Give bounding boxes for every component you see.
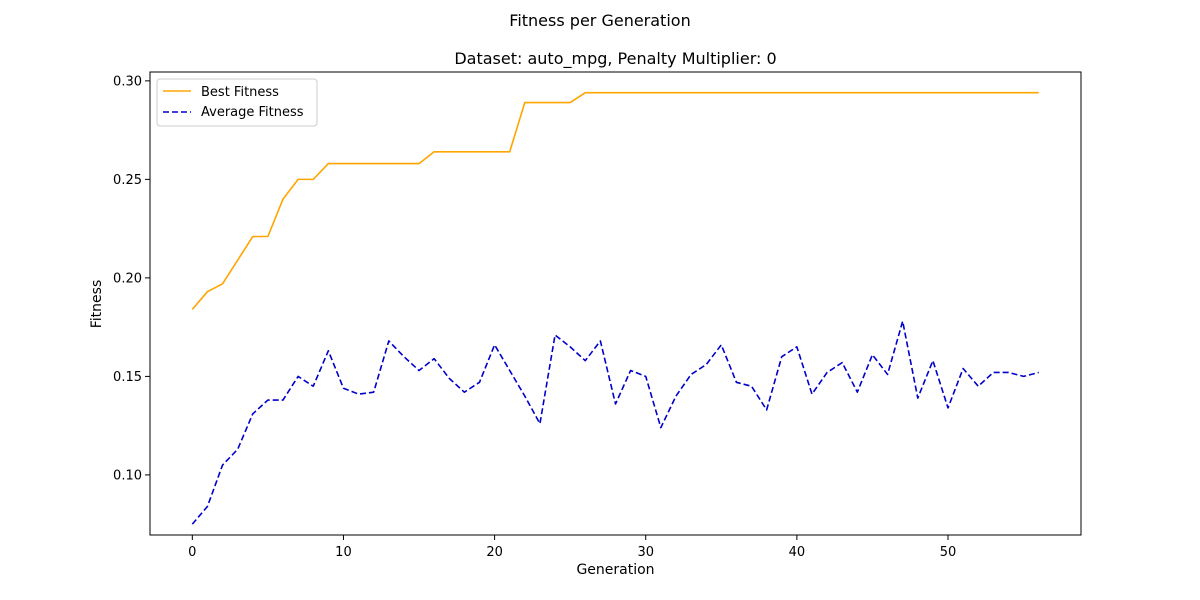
y-tick-label: 0.25	[113, 173, 142, 188]
series-lines	[191, 91, 1039, 525]
plot-area: 0 10 20 30 40 50 0.10 0.15 0.20 0.25 0.30	[113, 71, 1082, 560]
legend-label-average-fitness: Average Fitness	[201, 105, 304, 120]
x-tick-label: 50	[940, 545, 957, 560]
x-tick-label: 10	[335, 545, 352, 560]
y-tick-label: 0.15	[113, 370, 142, 385]
chart-title: Dataset: auto_mpg, Penalty Multiplier: 0	[454, 49, 776, 69]
series-line-best-fitness	[191, 91, 1039, 310]
x-tick-label: 20	[486, 545, 503, 560]
x-tick-label: 30	[637, 545, 654, 560]
chart-suptitle: Fitness per Generation	[509, 11, 690, 30]
y-tick-label: 0.30	[113, 74, 142, 89]
y-tick-label: 0.20	[113, 271, 142, 286]
plot-frame	[149, 71, 1082, 536]
x-tick-label: 40	[789, 545, 806, 560]
y-tick-label: 0.10	[113, 468, 142, 483]
x-axis-label: Generation	[576, 562, 654, 578]
series-line-average-fitness	[191, 320, 1039, 525]
x-axis-ticks: 0 10 20 30 40 50	[188, 535, 956, 560]
legend-label-best-fitness: Best Fitness	[201, 85, 279, 100]
x-tick-label: 0	[188, 545, 196, 560]
legend-box	[156, 78, 318, 127]
y-axis-label: Fitness	[89, 280, 105, 329]
legend: Best Fitness Average Fitness	[156, 78, 318, 127]
y-axis-ticks: 0.10 0.15 0.20 0.25 0.30	[113, 74, 150, 483]
